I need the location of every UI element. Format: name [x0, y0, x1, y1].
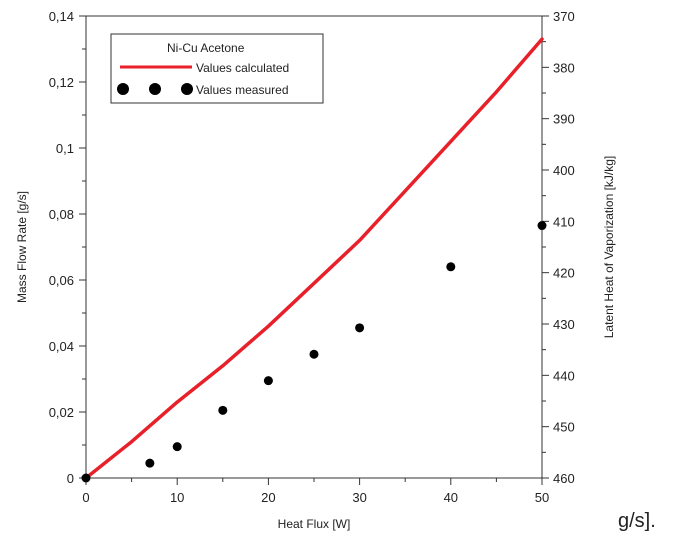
measured-point	[263, 376, 273, 386]
x-tick-label: 50	[535, 490, 549, 505]
y2-tick-label: 410	[553, 214, 575, 229]
y2-tick-label: 420	[553, 266, 575, 281]
y2-tick-label: 380	[553, 60, 575, 75]
y2-tick-label: 390	[553, 112, 575, 127]
y-tick-label: 0,12	[49, 75, 74, 90]
y-tick-label: 0,14	[49, 9, 74, 24]
measured-point	[537, 221, 547, 231]
y-tick-label: 0,04	[49, 339, 74, 354]
series-layer	[81, 37, 547, 483]
measured-point	[355, 323, 365, 333]
x-tick-label: 0	[82, 490, 89, 505]
y-tick-label: 0,02	[49, 405, 74, 420]
measured-point	[172, 442, 182, 452]
y2-axis-title: Latent Heat of Vaporization [kJ/kg]	[602, 156, 616, 339]
measured-point	[309, 349, 319, 359]
measured-point	[81, 473, 91, 483]
trailing-caption-text: g/s].	[618, 510, 656, 532]
x-tick-label: 10	[170, 490, 184, 505]
legend-marker-1	[117, 83, 129, 95]
legend-entry-calculated: Values calculated	[196, 61, 289, 75]
y2-tick-label: 440	[553, 368, 575, 383]
measured-point	[145, 458, 155, 468]
tick-labels: 0 10 20 30 40 50 0 0,02 0,04 0,06 0,08 0,1 0,12 0,14 3…	[49, 9, 575, 505]
measured-point	[446, 262, 456, 272]
y-tick-label: 0	[67, 471, 74, 486]
y-axis-title: Mass Flow Rate [g/s]	[15, 191, 29, 303]
y-tick-label: 0,08	[49, 207, 74, 222]
y2-tick-label: 450	[553, 420, 575, 435]
measured-point	[218, 405, 228, 415]
legend-marker-3	[181, 83, 193, 95]
legend-title: Ni-Cu Acetone	[167, 41, 245, 55]
y2-tick-label: 460	[553, 471, 575, 486]
x-tick-label: 30	[352, 490, 366, 505]
legend-marker-2	[149, 83, 161, 95]
ticks	[79, 15, 549, 485]
y2-tick-label: 370	[553, 9, 575, 24]
y2-tick-label: 400	[553, 163, 575, 178]
calculated-line	[84, 37, 544, 480]
x-axis-title: Heat Flux [W]	[278, 517, 351, 531]
y2-tick-label: 430	[553, 317, 575, 332]
y-tick-label: 0,1	[56, 141, 74, 156]
legend: Ni-Cu Acetone Values calculated Values m…	[110, 33, 324, 104]
y-tick-label: 0,06	[49, 273, 74, 288]
x-tick-label: 40	[444, 490, 458, 505]
legend-entry-measured: Values measured	[196, 83, 289, 97]
x-tick-label: 20	[261, 490, 275, 505]
